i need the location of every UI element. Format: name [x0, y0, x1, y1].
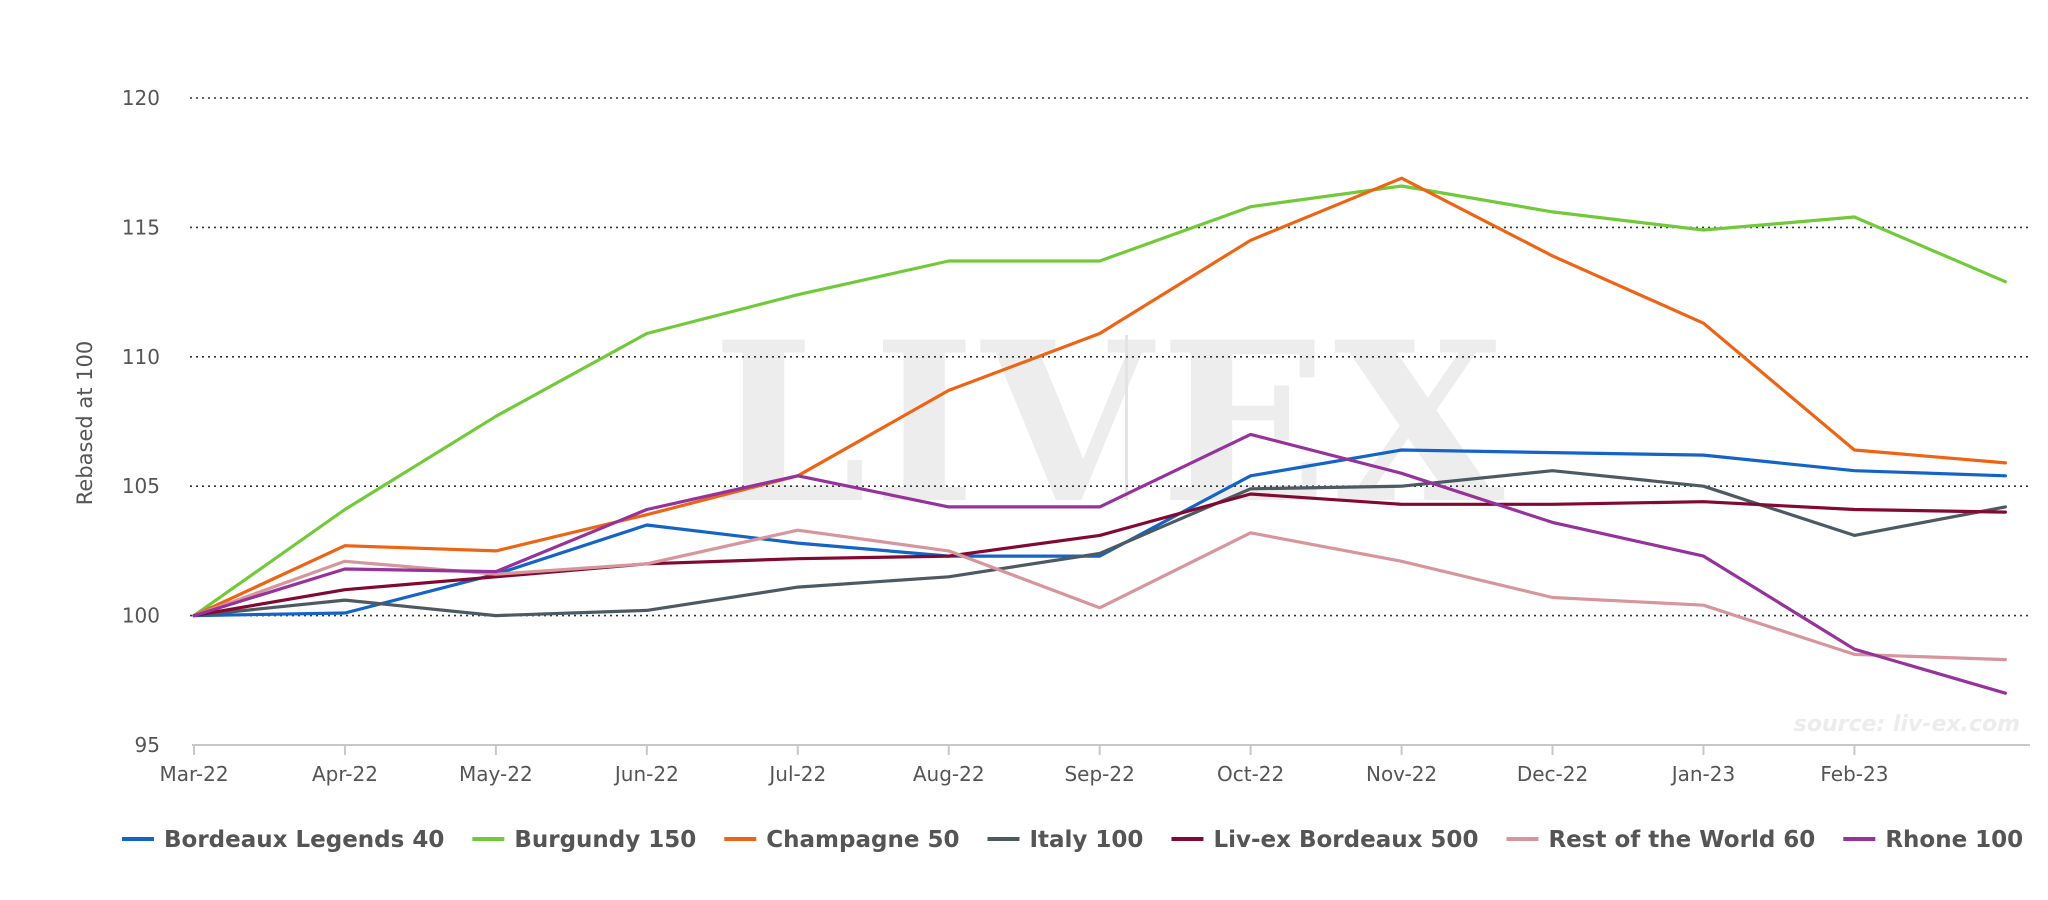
x-axis-ticks: Mar-22 Apr-22 May-22 Jun-22 Jul-22 Aug-22 Sep-… [159, 745, 1888, 786]
x-tick-label: Jul-22 [767, 762, 826, 786]
legend-label: Champagne 50 [766, 827, 959, 853]
y-tick-label: 105 [122, 474, 160, 498]
legend-label: Rhone 100 [1885, 827, 2023, 853]
series-line-7 [192, 432, 2008, 695]
y-axis-label: Rebased at 100 [73, 341, 97, 506]
series-lines [192, 176, 2008, 695]
x-tick-label: Nov-22 [1366, 762, 1437, 786]
legend-item[interactable]: Burgundy 150 [472, 827, 696, 853]
legend-label: Liv-ex Bordeaux 500 [1213, 827, 1478, 853]
legend-label: Italy 100 [1029, 827, 1143, 853]
series-line-2 [192, 184, 2008, 618]
legend-item[interactable]: Liv-ex Bordeaux 500 [1171, 827, 1478, 853]
watermark-text-2: EX [1160, 293, 1510, 552]
legend-label: Bordeaux Legends 40 [164, 827, 444, 853]
watermark-divider [1125, 335, 1128, 500]
series-line-5 [192, 492, 2008, 618]
x-tick-label: Feb-23 [1820, 762, 1888, 786]
x-tick-label: Sep-22 [1064, 762, 1134, 786]
watermark: LIV EX [712, 293, 1510, 552]
watermark-text: LIV [712, 293, 1158, 552]
legend-item[interactable]: Rhone 100 [1843, 827, 2023, 853]
legend-item[interactable]: Champagne 50 [724, 827, 959, 853]
y-tick-label: 120 [122, 86, 160, 110]
x-tick-label: Aug-22 [913, 762, 985, 786]
x-tick-label: May-22 [459, 762, 533, 786]
series-line-4 [192, 469, 2008, 618]
legend: Bordeaux Legends 40 Burgundy 150 Champagne… [122, 827, 2023, 853]
series-line-6 [192, 528, 2008, 662]
legend-item[interactable]: Rest of the World 60 [1506, 827, 1815, 853]
series-line-3 [192, 176, 2008, 618]
x-tick-label: Jun-22 [613, 762, 679, 786]
y-tick-label: 115 [122, 215, 160, 239]
x-tick-label: Dec-22 [1517, 762, 1588, 786]
y-tick-label: 95 [135, 733, 160, 757]
legend-item[interactable]: Italy 100 [987, 827, 1143, 853]
legend-label: Burgundy 150 [514, 827, 696, 853]
x-tick-label: Apr-22 [312, 762, 378, 786]
y-tick-label: 100 [122, 604, 160, 628]
y-axis-ticks: 95 100 105 110 115 120 [122, 86, 160, 757]
legend-label: Rest of the World 60 [1548, 827, 1815, 853]
y-tick-label: 110 [122, 345, 160, 369]
x-tick-label: Jan-23 [1670, 762, 1736, 786]
source-note: source: liv-ex.com [1794, 712, 2020, 737]
legend-item[interactable]: Bordeaux Legends 40 [122, 827, 444, 853]
x-tick-label: Mar-22 [159, 762, 228, 786]
x-tick-label: Oct-22 [1217, 762, 1284, 786]
